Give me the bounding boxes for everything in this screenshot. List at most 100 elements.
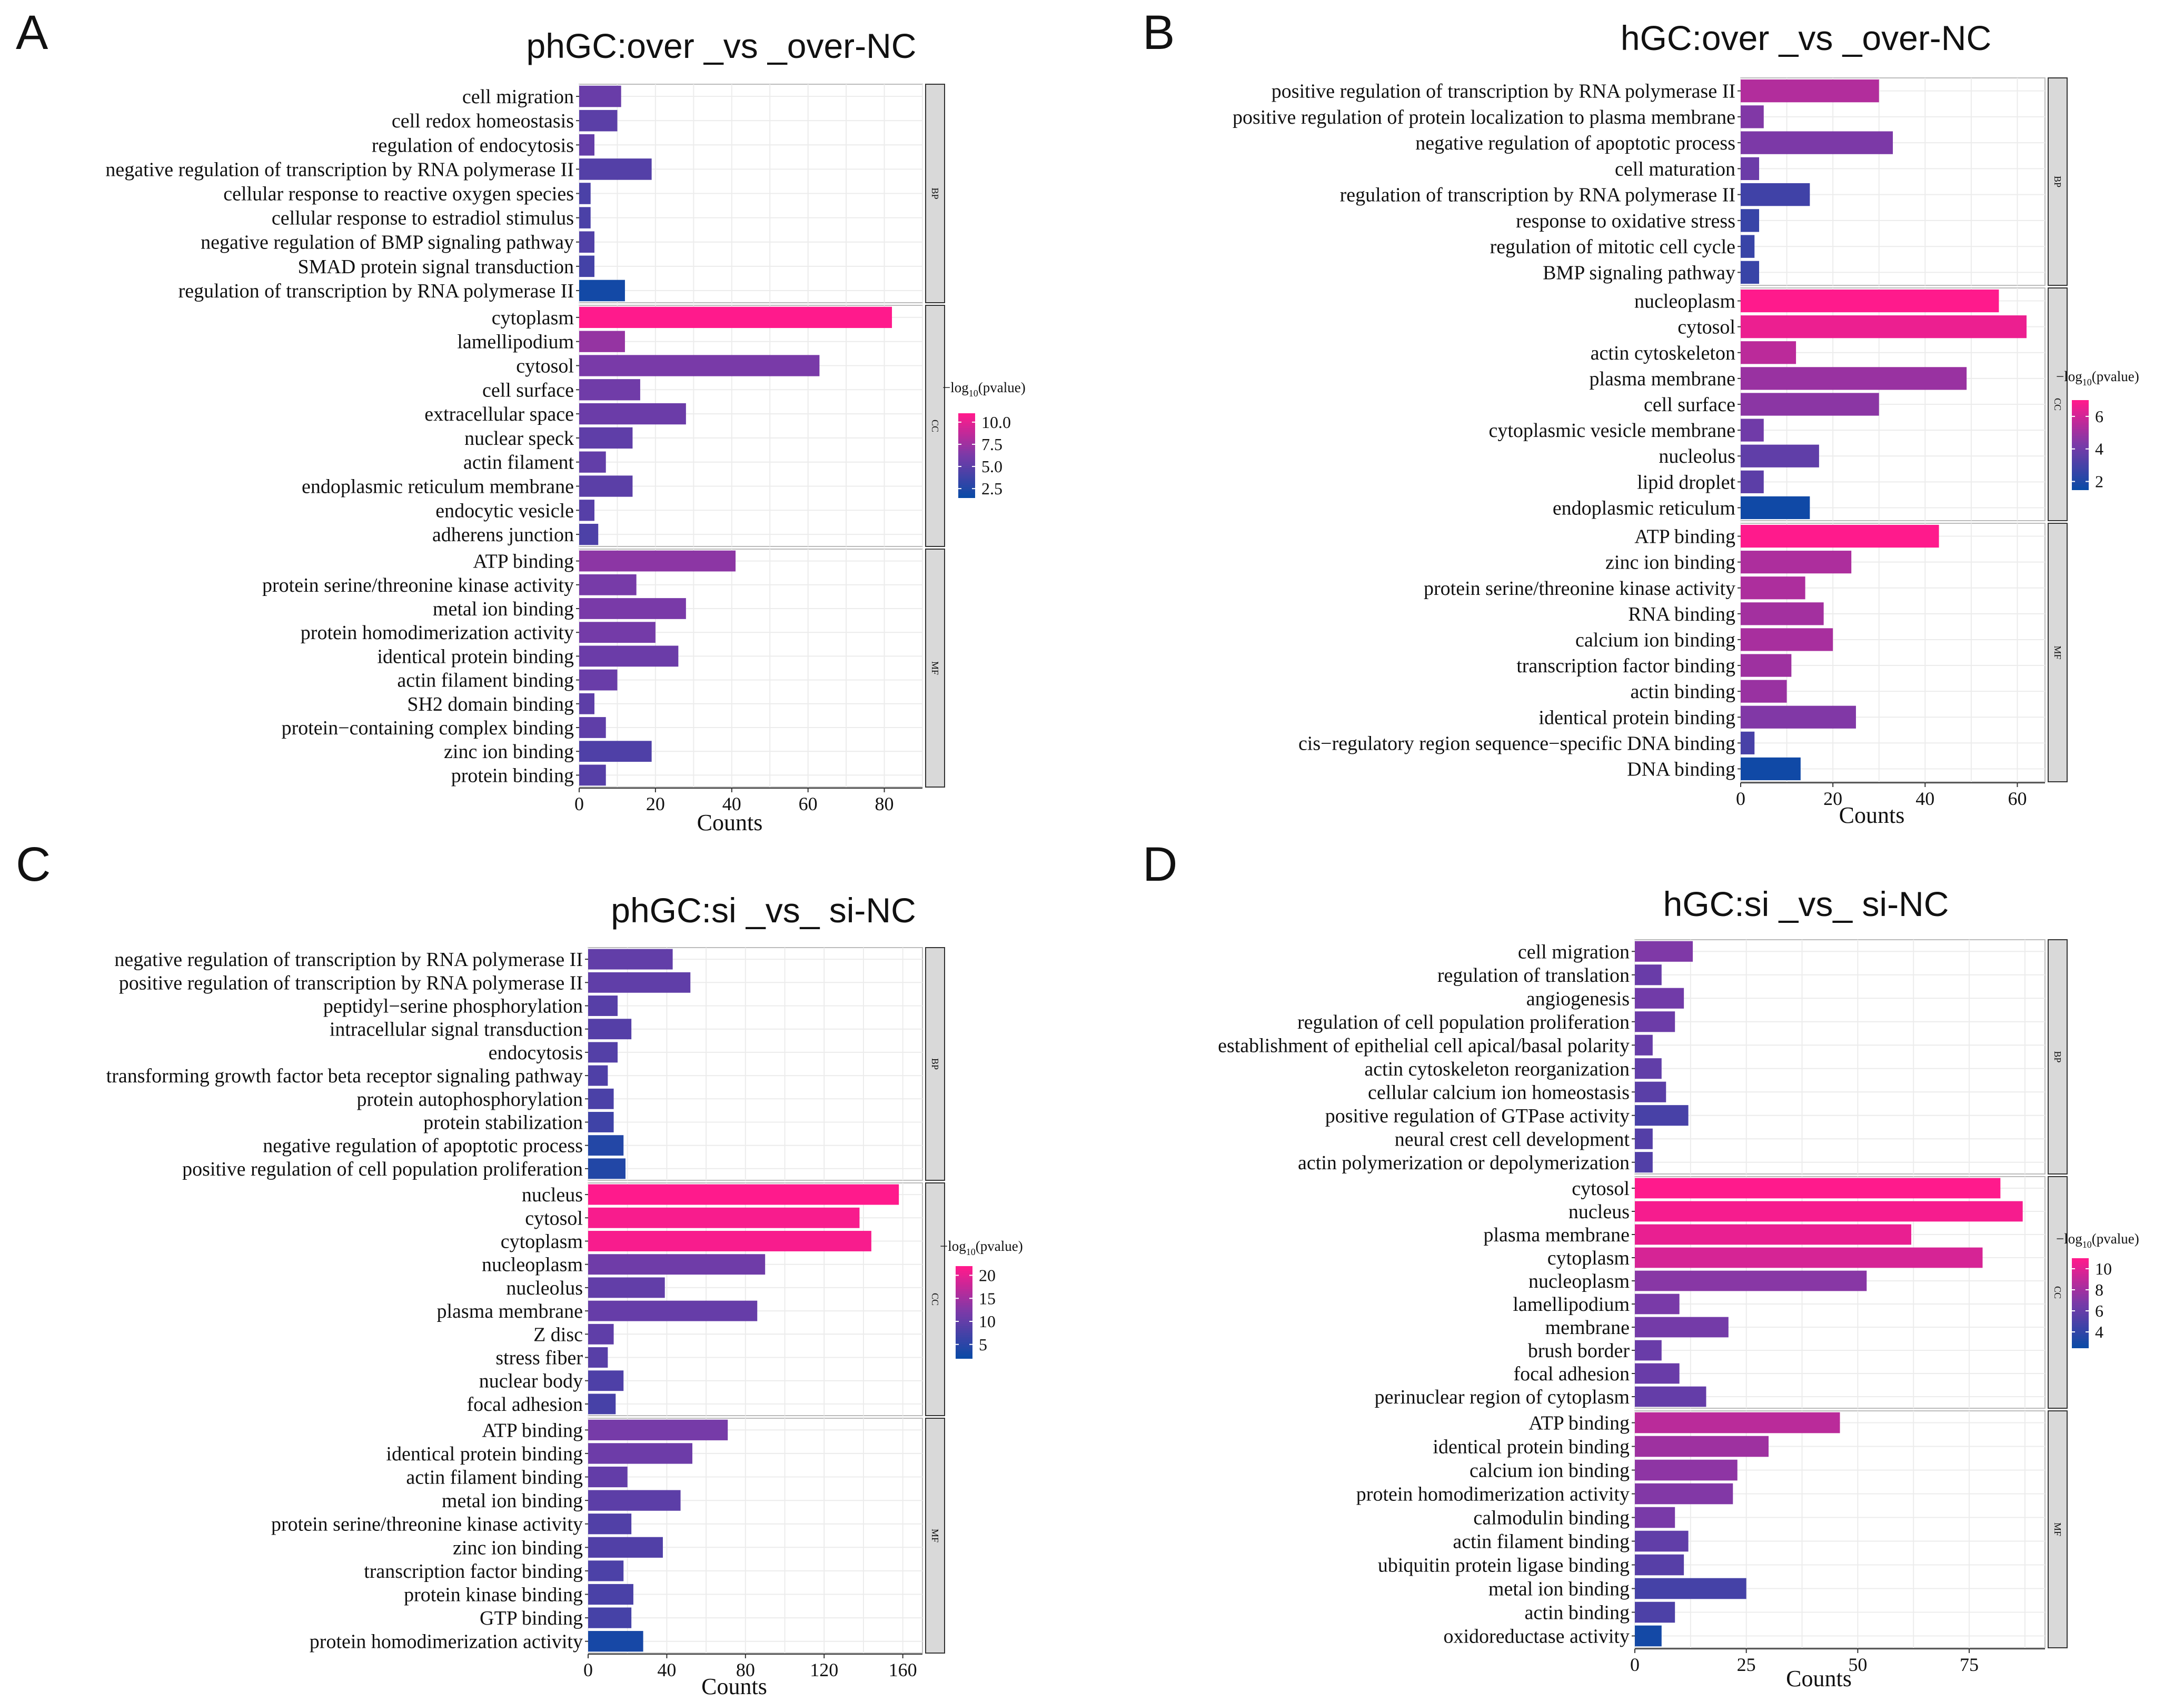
legend-colorbar-segment [958,436,975,439]
bar [1741,131,1893,154]
category-label: protein serine/threonine kinase activity [1424,578,1735,600]
legend-colorbar-segment [958,445,975,447]
figure-label-a: A [16,6,48,59]
legend-tick-label: 10.0 [981,413,1011,432]
legend-colorbar-segment [956,1321,972,1325]
x-tick-label: 40 [722,793,741,814]
legend-colorbar-segment [958,476,975,479]
bar [1741,602,1824,625]
bar [1635,1412,1840,1434]
category-label: endocytic vesicle [435,500,574,522]
bar [1635,941,1693,962]
category-label: DNA binding [1627,758,1735,780]
legend-colorbar-segment [958,453,975,456]
x-tick-label: 0 [574,793,584,814]
legend-colorbar-segment [2072,1280,2089,1283]
category-label: ATP binding [1528,1412,1630,1435]
bar [588,1088,614,1109]
legend-colorbar-segment [2072,1260,2089,1263]
legend-colorbar-segment [2072,404,2089,407]
legend-colorbar-segment [956,1266,972,1269]
legend-colorbar-segment [2072,418,2089,421]
category-label: positive regulation of transcription by … [1272,81,1735,103]
bar [579,183,591,204]
category-label: nucleoplasm [1528,1270,1630,1292]
category-label: protein stabilization [423,1112,583,1134]
bar [1741,289,1999,313]
legend-colorbar-segment [956,1268,972,1271]
legend-colorbar-segment [2072,487,2089,490]
legend-colorbar-segment [956,1277,972,1281]
legend-colorbar-segment [2072,1334,2089,1337]
legend-colorbar-segment [2072,438,2089,441]
legend-colorbar-segment [958,483,975,485]
category-label: stress fiber [495,1347,583,1369]
category-label: nuclear speck [464,427,574,450]
bar [588,1537,663,1558]
legend-colorbar-segment [2072,1336,2089,1339]
bar [588,1158,626,1179]
category-label: cellular response to estradiol stimulus [272,207,574,230]
category-label: positive regulation of cell population p… [182,1158,583,1180]
facet-strip [2048,287,2068,521]
legend-tick-label: 4 [2095,440,2103,459]
category-label: cytoplasm [492,307,574,329]
legend-colorbar-segment [958,422,975,424]
bar [1741,524,1939,548]
legend-colorbar-segment [958,485,975,487]
bar [588,1135,624,1156]
legend-colorbar-segment [2072,485,2089,488]
category-label: positive regulation of transcription by … [119,972,583,994]
bar [588,1443,692,1464]
x-tick-label: 160 [889,1659,917,1680]
legend-colorbar-segment [2072,1271,2089,1275]
facet-background [579,305,923,547]
bar [579,764,606,786]
bar [579,717,606,738]
bar [579,427,633,449]
legend-tick-label: 4 [2095,1322,2103,1341]
facet-strip [925,1418,945,1654]
legend-colorbar-segment [2072,1294,2089,1297]
legend-tick-label: 10 [979,1312,996,1331]
bar [1635,1459,1738,1481]
legend-colorbar-segment [958,434,975,437]
figure-label-d: D [1143,838,1178,891]
category-label: ATP binding [473,551,574,573]
legend-colorbar-segment [958,426,975,429]
legend-colorbar-segment [956,1291,972,1295]
legend-colorbar-segment [2072,1258,2089,1261]
legend-colorbar-segment [956,1275,972,1278]
bar [1741,731,1755,754]
x-tick-label: 40 [1915,788,1934,809]
bar [579,645,679,667]
legend-colorbar-segment [956,1337,972,1340]
legend-colorbar-segment [2072,433,2089,436]
bar [588,1323,614,1345]
category-label: actin filament binding [397,670,574,692]
legend-colorbar-segment [2072,427,2089,430]
bar [588,1419,728,1440]
bar [1741,705,1856,729]
legend-colorbar-segment [958,451,975,454]
category-label: cis−regulatory region sequence−specific … [1298,732,1735,754]
legend-colorbar-segment [2072,422,2089,425]
bar [1741,419,1764,442]
bar [588,1277,665,1298]
legend-colorbar-segment [956,1319,972,1322]
category-label: SMAD protein signal transduction [297,256,574,278]
facet-strip [925,1182,945,1416]
x-axis-label: Counts [1839,802,1905,828]
legend-colorbar-segment [958,495,975,498]
bar [1741,576,1805,600]
facet-strip-label: CC [2052,398,2063,411]
category-label: angiogenesis [1526,988,1630,1010]
chart-title: hGC:si _vs_ si-NC [1663,884,1949,923]
legend-colorbar-segment [958,424,975,426]
legend-colorbar-segment [956,1349,972,1352]
bar [579,451,606,473]
legend-colorbar-segment [956,1296,972,1299]
